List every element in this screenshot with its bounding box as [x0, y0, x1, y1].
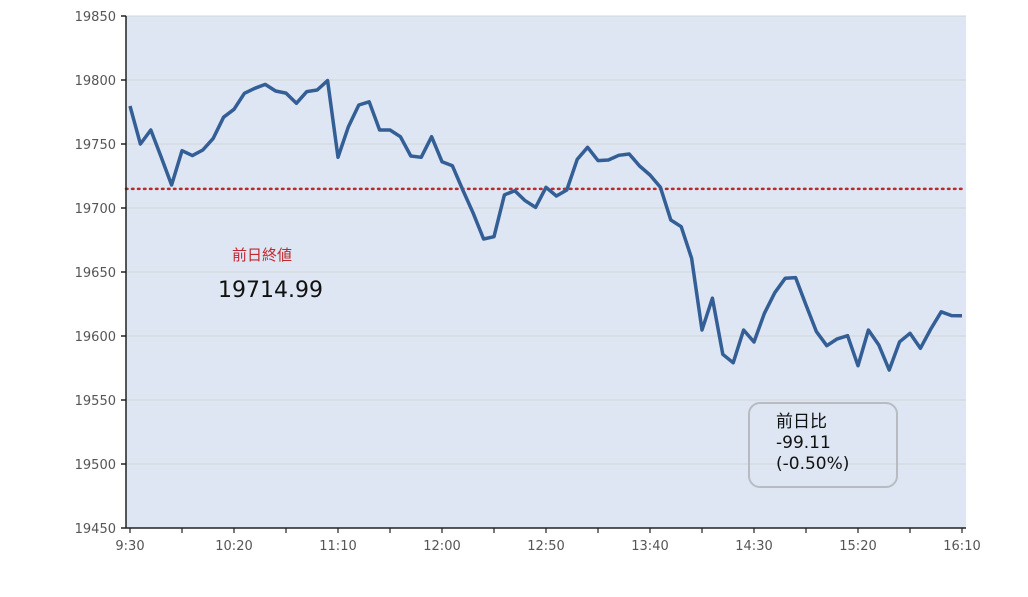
- y-tick-label: 19850: [75, 10, 116, 25]
- x-tick-label: 16:10: [943, 539, 980, 554]
- tick-labels: 19450 19500 19550 19600 19650 19700 19750 19800…: [75, 10, 981, 554]
- y-tick-label: 19750: [75, 138, 116, 153]
- change-percent: (-0.50%): [776, 454, 850, 474]
- y-tick-label: 19800: [75, 74, 116, 89]
- change-box: 前日比 -99.11 (-0.50%): [748, 402, 898, 488]
- prev-close-label: 前日終値: [232, 246, 293, 264]
- x-tick-label: 9:30: [115, 539, 144, 554]
- y-tick-label: 19600: [75, 330, 116, 345]
- x-tick-label: 13:40: [631, 539, 668, 554]
- x-tick-label: 12:50: [527, 539, 564, 554]
- y-tick-label: 19550: [75, 394, 116, 409]
- change-label: 前日比: [776, 412, 827, 432]
- gridlines: [126, 15, 966, 465]
- prev-close-value: 19714.99: [218, 278, 323, 303]
- x-tick-label: 12:00: [423, 539, 460, 554]
- y-tick-label: 19450: [75, 522, 116, 537]
- axes: [121, 15, 966, 533]
- y-tick-label: 19650: [75, 266, 116, 281]
- x-tick-label: 11:10: [319, 539, 356, 554]
- y-tick-label: 19500: [75, 458, 116, 473]
- change-value: -99.11: [776, 433, 831, 453]
- y-tick-label: 19700: [75, 202, 116, 217]
- price-series-line: [128, 78, 963, 372]
- x-tick-label: 15:20: [839, 539, 876, 554]
- x-tick-label: 10:20: [215, 539, 252, 554]
- x-tick-label: 14:30: [735, 539, 772, 554]
